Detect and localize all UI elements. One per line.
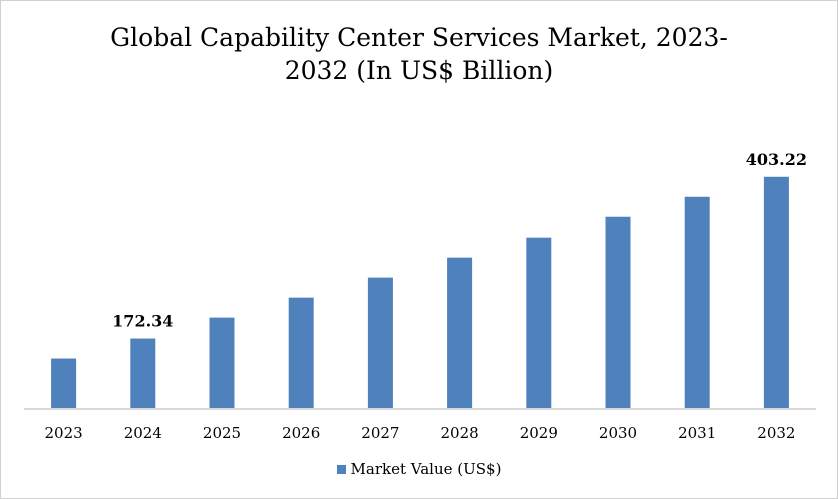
x-tick-label-2031: 2031 — [678, 424, 716, 442]
x-tick-label-2028: 2028 — [441, 424, 479, 442]
bar-2024 — [130, 338, 156, 408]
x-tick-label-2027: 2027 — [361, 424, 399, 442]
legend-swatch — [336, 465, 346, 474]
x-tick-label-2023: 2023 — [45, 424, 83, 442]
bar-2028 — [447, 257, 473, 408]
x-tick-label-2026: 2026 — [282, 424, 320, 442]
bar-2023 — [51, 358, 77, 408]
bar-2027 — [367, 277, 393, 408]
x-tick-label-2030: 2030 — [599, 424, 637, 442]
x-tick-label-2029: 2029 — [520, 424, 558, 442]
bar-2029 — [526, 237, 552, 408]
x-tick-label-2024: 2024 — [124, 424, 162, 442]
bar-2030 — [605, 216, 631, 408]
bar-2032 — [763, 176, 789, 408]
bar-2025 — [209, 317, 235, 408]
chart-title-line-2: 2032 (In US$ Billion) — [284, 56, 554, 85]
x-tick-label-2032: 2032 — [757, 424, 795, 442]
legend-label: Market Value (US$) — [350, 460, 502, 478]
data-label-2032: 403.22 — [746, 150, 807, 169]
legend: Market Value (US$) — [1, 460, 837, 478]
data-label-2024: 172.34 — [112, 312, 173, 331]
chart-title: Global Capability Center Services Market… — [1, 21, 837, 87]
chart-title-line-1: Global Capability Center Services Market… — [110, 23, 728, 52]
bar-2026 — [288, 297, 314, 408]
x-tick-label-2025: 2025 — [203, 424, 241, 442]
bar-2031 — [684, 196, 710, 408]
